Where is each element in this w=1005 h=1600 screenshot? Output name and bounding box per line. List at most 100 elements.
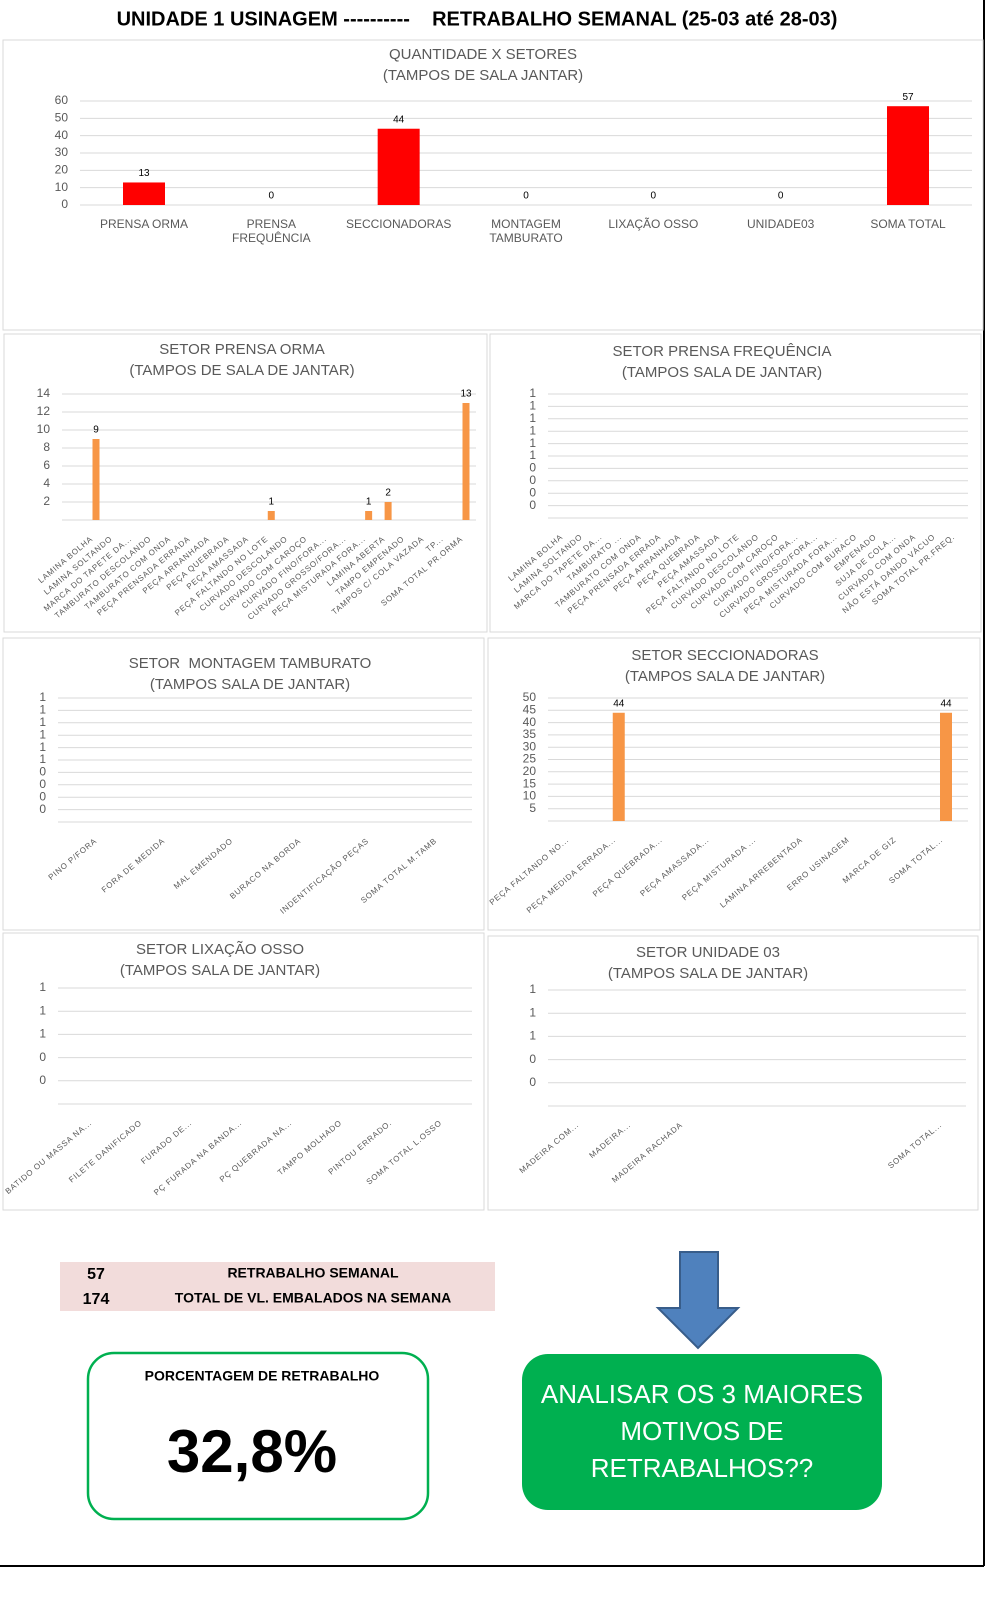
summary-label: TOTAL DE VL. EMBALADOS NA SEMANA xyxy=(175,1290,451,1306)
summary-box xyxy=(60,1262,495,1311)
y-tick-label: 30 xyxy=(523,739,537,753)
y-tick-label: 0 xyxy=(529,498,536,512)
chart-title: SETOR LIXAÇÃO OSSO xyxy=(136,941,304,958)
data-label: 1 xyxy=(366,497,372,508)
y-tick-label: 30 xyxy=(55,145,69,159)
y-tick-label: 40 xyxy=(55,128,69,142)
y-tick-label: 1 xyxy=(529,1005,536,1019)
bar xyxy=(365,511,373,520)
bar xyxy=(384,502,392,520)
bar xyxy=(462,403,470,520)
panel xyxy=(489,333,982,633)
y-tick-label: 1 xyxy=(39,715,46,729)
chart-subtitle: (TAMPOS DE SALA DE JANTAR) xyxy=(129,362,354,379)
y-tick-label: 15 xyxy=(523,776,537,790)
chart-title: SETOR UNIDADE 03 xyxy=(636,944,780,961)
panel xyxy=(487,935,979,1211)
data-label: 2 xyxy=(385,488,391,499)
page-title: UNIDADE 1 USINAGEM ---------- RETRABALHO… xyxy=(117,8,838,30)
panel xyxy=(2,932,485,1211)
y-tick-label: 35 xyxy=(523,727,537,741)
percentage-value: 32,8% xyxy=(167,1418,337,1485)
data-label: 13 xyxy=(138,168,150,179)
data-label: 0 xyxy=(651,191,657,202)
data-label: 44 xyxy=(940,698,952,709)
y-tick-label: 0 xyxy=(529,1075,536,1089)
panel xyxy=(2,637,485,931)
bar xyxy=(92,439,100,520)
y-tick-label: 0 xyxy=(529,485,536,499)
data-label: 0 xyxy=(523,191,529,202)
y-tick-label: 1 xyxy=(39,1027,46,1041)
arrow xyxy=(655,1251,741,1350)
summary-label: RETRABALHO SEMANAL xyxy=(227,1265,399,1281)
bar xyxy=(123,182,165,205)
y-tick-label: 0 xyxy=(39,777,46,791)
y-tick-label: 10 xyxy=(37,422,51,436)
y-tick-label: 50 xyxy=(55,111,69,125)
y-tick-label: 0 xyxy=(39,1050,46,1064)
percentage-box xyxy=(86,1351,430,1521)
y-tick-label: 20 xyxy=(523,764,537,778)
panel xyxy=(2,39,984,331)
y-tick-label: 25 xyxy=(523,752,537,766)
chart-title: QUANTIDADE X SETORES xyxy=(389,46,577,63)
bar xyxy=(887,106,929,205)
x-tick-label: UNIDADE03 xyxy=(746,217,815,231)
chart-title: SETOR MONTAGEM TAMBURATO xyxy=(129,655,372,672)
chart-subtitle: (TAMPOS SALA DE JANTAR) xyxy=(150,676,350,693)
y-tick-label: 1 xyxy=(529,982,536,996)
y-tick-label: 0 xyxy=(39,789,46,803)
y-tick-label: 8 xyxy=(43,440,50,454)
y-tick-label: 1 xyxy=(39,740,46,754)
chart-subtitle: (TAMPOS DE SALA JANTAR) xyxy=(383,67,583,84)
percentage-title: PORCENTAGEM DE RETRABALHO xyxy=(145,1368,380,1384)
data-label: 13 xyxy=(460,389,472,400)
y-tick-label: 0 xyxy=(39,802,46,816)
y-tick-label: 0 xyxy=(529,461,536,475)
y-tick-label: 1 xyxy=(529,411,536,425)
chart-subtitle: (TAMPOS SALA DE JANTAR) xyxy=(120,962,320,979)
data-label: 9 xyxy=(93,425,99,436)
chart-subtitle: (TAMPOS SALA DE JANTAR) xyxy=(622,364,822,381)
data-label: 57 xyxy=(902,92,914,103)
panel xyxy=(3,333,488,633)
x-tick-label: PRENSA ORMA xyxy=(99,217,189,231)
bar xyxy=(940,712,952,821)
bar xyxy=(267,511,275,520)
y-tick-label: 1 xyxy=(39,690,46,704)
y-tick-label: 1 xyxy=(39,980,46,994)
chart-title: SETOR SECCIONADORAS xyxy=(631,647,818,664)
y-tick-label: 45 xyxy=(523,702,537,716)
data-label: 0 xyxy=(778,191,784,202)
chart-title: SETOR PRENSA FREQUÊNCIA xyxy=(613,343,832,360)
y-tick-label: 1 xyxy=(529,1029,536,1043)
y-tick-label: 1 xyxy=(39,703,46,717)
callout-text: ANALISAR OS 3 MAIORES xyxy=(541,1379,863,1409)
x-tick-label: SOMA TOTAL xyxy=(870,217,946,231)
chart-subtitle: (TAMPOS SALA DE JANTAR) xyxy=(608,965,808,982)
y-tick-label: 1 xyxy=(529,436,536,450)
callout-text: RETRABALHOS?? xyxy=(591,1453,814,1483)
y-tick-label: 12 xyxy=(37,404,51,418)
y-tick-label: 1 xyxy=(39,727,46,741)
y-tick-label: 10 xyxy=(523,789,537,803)
y-tick-label: 60 xyxy=(55,93,69,107)
y-tick-label: 0 xyxy=(61,197,68,211)
summary-value: 57 xyxy=(87,1266,105,1283)
bar xyxy=(377,128,420,205)
x-tick-label: PRENSA FREQUÊNCIA xyxy=(231,217,311,245)
y-tick-label: 1 xyxy=(529,423,536,437)
y-tick-label: 50 xyxy=(523,690,537,704)
x-tick-label: LIXAÇÃO OSSO xyxy=(608,217,699,231)
chart-title: SETOR PRENSA ORMA xyxy=(159,341,325,358)
y-tick-label: 10 xyxy=(55,180,69,194)
y-tick-label: 2 xyxy=(43,494,50,508)
y-tick-label: 0 xyxy=(39,765,46,779)
callout-text: MOTIVOS DE xyxy=(620,1416,783,1446)
y-tick-label: 5 xyxy=(529,801,536,815)
y-tick-label: 0 xyxy=(529,1052,536,1066)
x-tick-label: SECCIONADORAS xyxy=(345,217,452,231)
y-tick-label: 1 xyxy=(529,386,536,400)
